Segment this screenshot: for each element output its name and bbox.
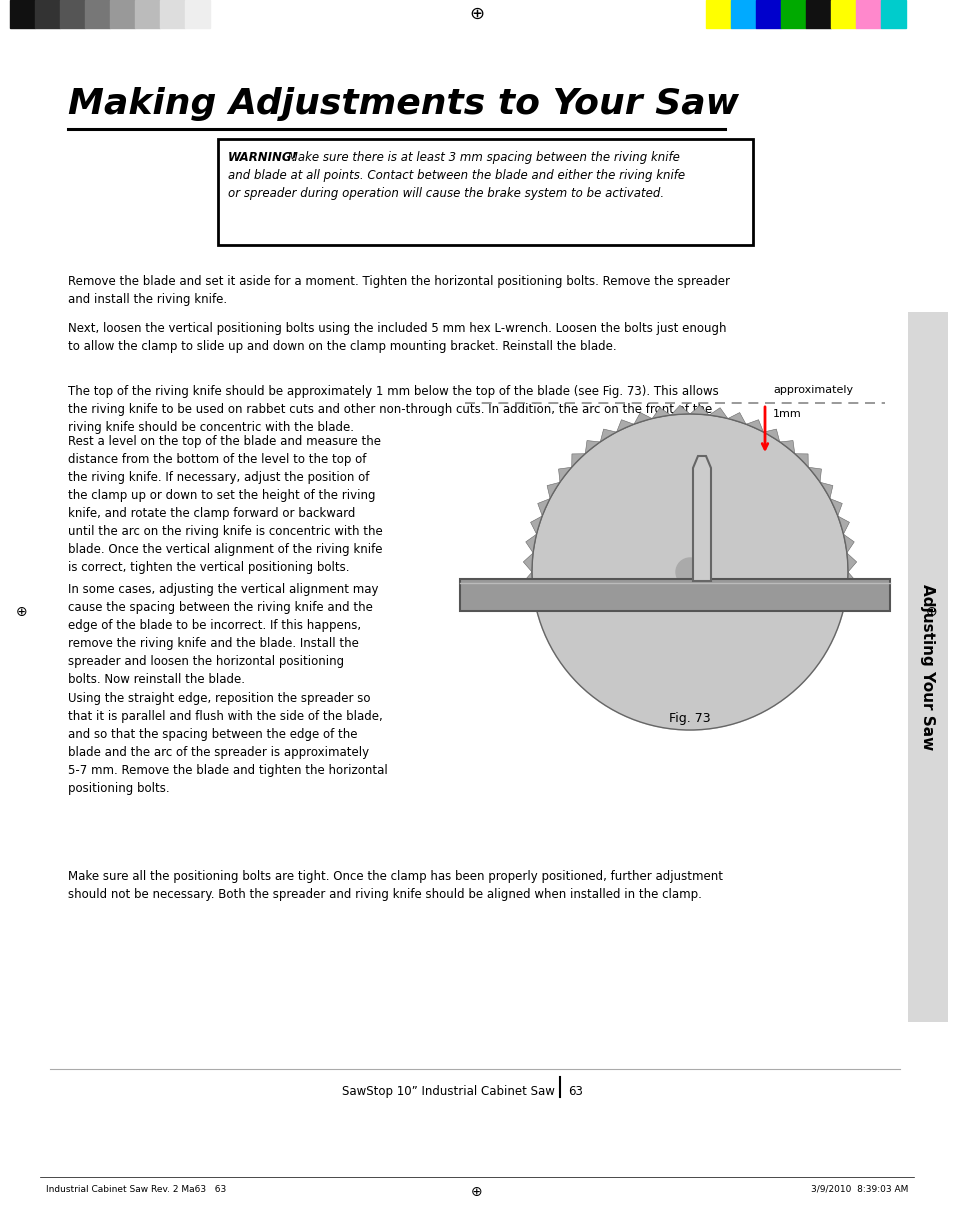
Text: ⊕: ⊕	[925, 605, 937, 619]
Polygon shape	[727, 413, 745, 425]
Bar	[880, 0, 905, 28]
Polygon shape	[523, 553, 533, 572]
Text: In some cases, adjusting the vertical alignment may
cause the spacing between th: In some cases, adjusting the vertical al…	[68, 583, 378, 686]
Polygon shape	[530, 516, 541, 534]
Polygon shape	[525, 534, 536, 553]
Circle shape	[532, 414, 847, 730]
Polygon shape	[842, 534, 853, 553]
Circle shape	[676, 559, 703, 587]
Polygon shape	[584, 441, 599, 454]
Bar	[855, 0, 880, 28]
Polygon shape	[634, 413, 652, 425]
Text: 1mm: 1mm	[772, 409, 801, 419]
Bar	[805, 0, 830, 28]
Bar	[35, 0, 60, 28]
Text: and blade at all points. Contact between the blade and either the riving knife: and blade at all points. Contact between…	[228, 169, 684, 183]
Bar	[218, 139, 752, 245]
Text: Using the straight edge, reposition the spreader so
that it is parallel and flus: Using the straight edge, reposition the …	[68, 692, 387, 795]
Text: Adjusting Your Saw: Adjusting Your Saw	[920, 584, 935, 750]
Bar	[135, 0, 160, 28]
Polygon shape	[537, 499, 550, 516]
Text: Fig. 73: Fig. 73	[668, 712, 710, 725]
Text: WARNING!: WARNING!	[228, 151, 297, 164]
Text: 3/9/2010  8:39:03 AM: 3/9/2010 8:39:03 AM	[810, 1185, 907, 1194]
Polygon shape	[745, 420, 762, 432]
Polygon shape	[708, 408, 727, 419]
Polygon shape	[525, 591, 536, 610]
Bar	[185, 0, 210, 28]
Polygon shape	[546, 482, 559, 499]
Bar	[755, 0, 781, 28]
Text: Remove the blade and set it aside for a moment. Tighten the horizontal positioni: Remove the blade and set it aside for a …	[68, 275, 729, 305]
Polygon shape	[779, 441, 794, 454]
Polygon shape	[807, 467, 821, 482]
Polygon shape	[652, 408, 670, 419]
Bar	[781, 0, 805, 28]
Polygon shape	[846, 553, 856, 572]
Bar	[907, 312, 947, 1022]
Text: SawStop 10” Industrial Cabinet Saw: SawStop 10” Industrial Cabinet Saw	[342, 1086, 555, 1098]
Text: 63: 63	[567, 1086, 582, 1098]
Bar	[459, 579, 889, 611]
Polygon shape	[599, 430, 616, 442]
Bar	[830, 0, 855, 28]
Text: ⊕: ⊕	[471, 1185, 482, 1199]
Polygon shape	[820, 482, 832, 499]
Polygon shape	[571, 454, 584, 467]
Polygon shape	[670, 405, 689, 415]
Text: Rest a level on the top of the blade and measure the
distance from the bottom of: Rest a level on the top of the blade and…	[68, 434, 382, 574]
Bar	[705, 0, 730, 28]
Bar	[730, 0, 755, 28]
Polygon shape	[558, 467, 571, 482]
Polygon shape	[616, 420, 634, 432]
Text: ⊕: ⊕	[16, 605, 28, 619]
Polygon shape	[846, 572, 856, 591]
Polygon shape	[794, 454, 807, 467]
Text: Making Adjustments to Your Saw: Making Adjustments to Your Saw	[68, 86, 739, 120]
Bar	[60, 0, 85, 28]
Text: The top of the riving knife should be approximately 1 mm below the top of the bl: The top of the riving knife should be ap…	[68, 385, 718, 434]
Polygon shape	[762, 430, 779, 442]
Bar	[10, 0, 35, 28]
Polygon shape	[689, 405, 708, 415]
Bar	[85, 0, 110, 28]
Text: approximately: approximately	[772, 385, 852, 396]
Text: Make sure all the positioning bolts are tight. Once the clamp has been properly : Make sure all the positioning bolts are …	[68, 870, 722, 901]
Bar	[160, 0, 185, 28]
Polygon shape	[829, 499, 841, 516]
Text: or spreader during operation will cause the brake system to be activated.: or spreader during operation will cause …	[228, 187, 663, 200]
Polygon shape	[692, 456, 710, 581]
Polygon shape	[842, 591, 853, 610]
Polygon shape	[523, 572, 533, 591]
Text: Industrial Cabinet Saw Rev. 2 Ma63   63: Industrial Cabinet Saw Rev. 2 Ma63 63	[46, 1185, 226, 1194]
Text: Next, loosen the vertical positioning bolts using the included 5 mm hex L-wrench: Next, loosen the vertical positioning bo…	[68, 323, 726, 353]
Text: Make sure there is at least 3 mm spacing between the riving knife: Make sure there is at least 3 mm spacing…	[284, 151, 679, 164]
Polygon shape	[837, 516, 848, 534]
Text: ⊕: ⊕	[469, 5, 484, 23]
Bar	[110, 0, 135, 28]
